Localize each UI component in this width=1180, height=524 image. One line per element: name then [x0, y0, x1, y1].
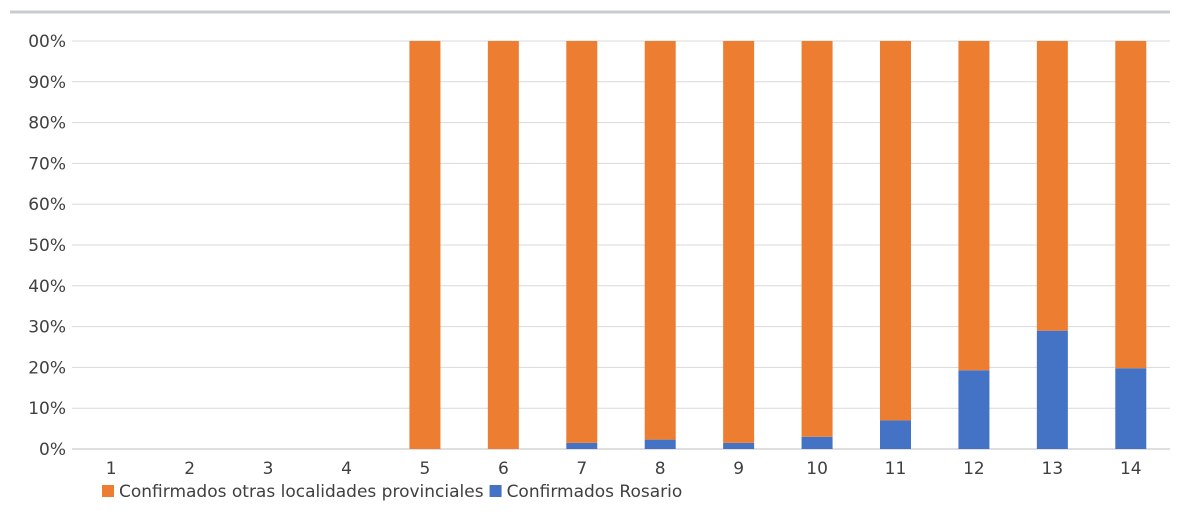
y-tick-label: 60%	[28, 195, 66, 215]
x-axis-ticks: 1 2 3 4 5 6 7 8 9 10 11 12 13 14	[106, 459, 1142, 479]
x-tick-label: 9	[733, 459, 744, 479]
y-tick-label: 10%	[28, 399, 66, 419]
bar-segment	[1115, 41, 1147, 369]
bar-segment	[1036, 41, 1068, 331]
bar-segment	[723, 41, 755, 443]
legend-label: Confirmados Rosario	[507, 482, 683, 502]
legend-label: Confirmados otras localidades provincial…	[119, 482, 484, 502]
bar-segment	[644, 41, 676, 440]
bar-segment	[1036, 330, 1068, 449]
y-tick-label: 30%	[28, 318, 66, 338]
legend-swatch	[102, 485, 114, 497]
x-tick-label: 7	[576, 459, 587, 479]
y-tick-label: 70%	[28, 154, 66, 174]
x-tick-label: 3	[263, 459, 274, 479]
y-tick-label: 20%	[28, 358, 66, 378]
bar-segment	[880, 420, 911, 449]
bar-segment	[880, 41, 911, 421]
x-tick-label: 8	[655, 459, 666, 479]
bars	[409, 41, 1147, 449]
legend: Confirmados otras localidades provincial…	[102, 482, 682, 502]
x-tick-label: 13	[1042, 459, 1064, 479]
bar-segment	[487, 41, 519, 449]
bar-segment	[566, 442, 598, 449]
bar-segment	[958, 370, 990, 449]
x-tick-label: 11	[885, 459, 907, 479]
bar-segment	[566, 41, 598, 443]
x-tick-label: 10	[806, 459, 828, 479]
y-tick-label: 50%	[28, 236, 66, 256]
bar-segment	[801, 41, 833, 437]
y-axis-ticks: 0% 10% 20% 30% 40% 50% 60% 70% 80% 90% 00%	[28, 32, 66, 460]
y-tick-label: 90%	[28, 73, 66, 93]
y-tick-label: 0%	[39, 440, 66, 460]
x-tick-label: 4	[341, 459, 352, 479]
y-tick-label: 40%	[28, 277, 66, 297]
x-tick-label: 12	[963, 459, 985, 479]
bar-segment	[409, 41, 441, 449]
x-tick-label: 5	[420, 459, 431, 479]
bar-segment	[644, 439, 676, 449]
y-tick-label: 00%	[28, 32, 66, 52]
bar-segment	[723, 442, 755, 449]
x-tick-label: 1	[106, 459, 117, 479]
bar-segment	[1115, 368, 1147, 449]
x-tick-label: 2	[184, 459, 195, 479]
bar-segment	[801, 436, 833, 449]
x-tick-label: 14	[1120, 459, 1142, 479]
legend-swatch	[489, 485, 502, 497]
bar-segment	[958, 41, 990, 371]
x-tick-label: 6	[498, 459, 509, 479]
gridlines	[72, 40, 1170, 450]
y-tick-label: 80%	[28, 114, 66, 134]
